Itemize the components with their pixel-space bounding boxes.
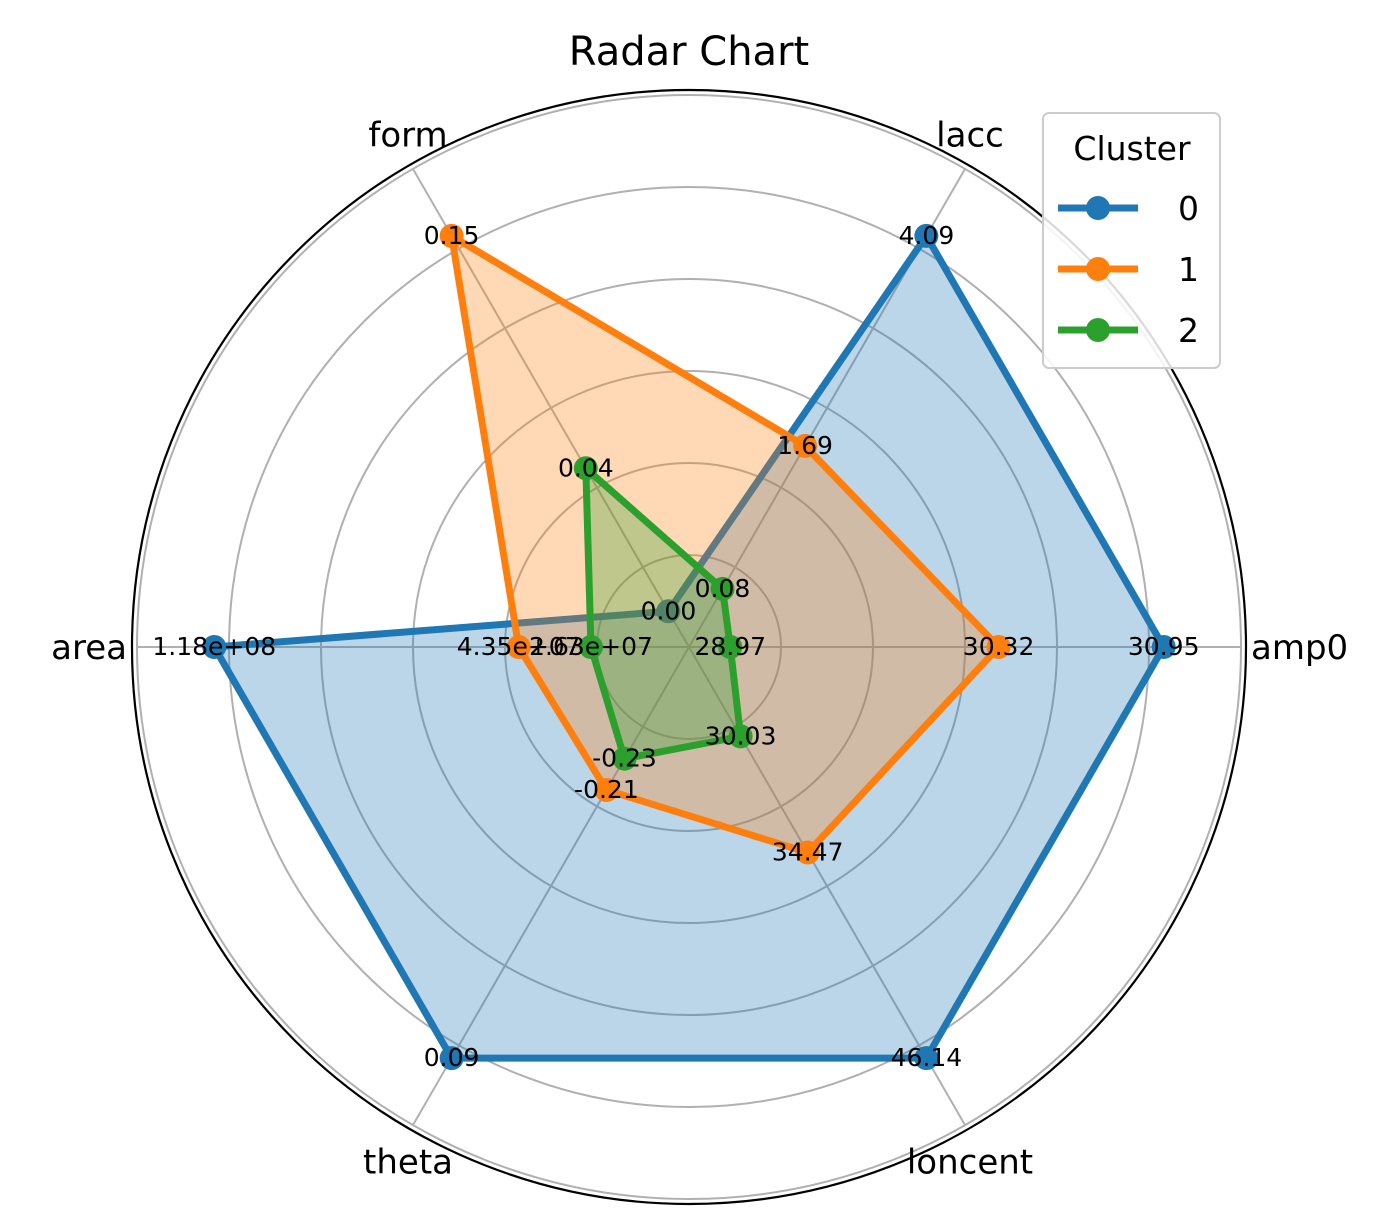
series-0-point [439,1046,464,1071]
legend-entries: 0 1 2 [1058,189,1199,350]
grid-spoke [412,646,690,1126]
legend-marker-1 [1086,257,1110,281]
value-labels: 30.95 4.09 0.00 1.18e+08 0.09 46.14 30.32 1.69 0… [152,221,1199,1072]
value-label-1-loncent: 34.47 [772,838,844,867]
value-label-0-loncent: 46.14 [891,1043,963,1072]
series-1-point [594,777,619,802]
series-2-point [612,746,637,771]
value-label-0-lacc: 4.09 [899,221,955,250]
series-1-point [986,635,1011,659]
value-label-2-theta: -0.23 [592,744,657,773]
series-1-fill [451,235,999,853]
series-1-point [506,635,531,659]
legend-label-0: 0 [1178,189,1199,228]
series-2-point [728,724,753,749]
series-0-point [914,1046,939,1071]
axis-label-amp0: amp0 [1251,628,1348,668]
axis-label-loncent: loncent [907,1143,1033,1183]
series-2-point [573,456,598,481]
value-label-2-lacc: 0.08 [695,574,751,603]
value-label-0-theta: 0.09 [424,1043,480,1072]
value-label-1-lacc: 1.69 [777,431,833,460]
series-0-point [656,599,681,624]
legend-label-2: 2 [1178,311,1199,350]
value-label-1-form: 0.15 [424,221,480,250]
value-label-1-theta: -0.21 [574,775,639,804]
series-1-point [793,433,818,458]
value-label-0-form: 0.00 [641,596,697,625]
axis-label-theta: theta [363,1143,453,1183]
value-label-2-amp0: 28.97 [695,632,767,661]
value-label-2-loncent: 30.03 [705,721,777,750]
series-0-point [1151,635,1176,659]
legend: Cluster 0 1 2 [1042,112,1221,369]
legend-marker-2 [1086,318,1110,342]
chart-title: Radar Chart [569,29,809,75]
legend-title: Cluster [1073,129,1191,168]
series-2-fill [585,468,741,759]
value-label-0-amp0: 30.95 [1128,632,1200,661]
value-label-1-amp0: 30.32 [963,632,1035,661]
axis-label-lacc: lacc [936,115,1004,155]
axis-label-area: area [51,628,127,668]
value-label-0-area: 1.18e+08 [152,632,276,661]
series-0-fill [214,235,1164,1059]
legend-label-1: 1 [1178,250,1199,289]
series-layer [202,223,1176,1071]
legend-frame [1042,112,1221,369]
series-1-point [439,223,464,248]
series-0-point [914,223,939,248]
outer-frame [130,88,1248,1206]
axis-labels: amp0 lacc form area theta loncent [51,115,1348,1182]
legend-marker-0 [1086,196,1110,220]
axis-label-form: form [368,115,447,155]
grid-spoke [412,168,690,648]
series-2-point [710,576,735,601]
value-label-2-form: 0.04 [558,453,614,482]
series-2-point [718,635,743,659]
value-label-2-area: 2.63e+07 [529,632,653,661]
series-1-point [795,840,820,865]
series-2-point [578,635,603,659]
series-0-point [202,635,227,659]
value-label-1-area: 4.35e+07 [457,632,581,661]
